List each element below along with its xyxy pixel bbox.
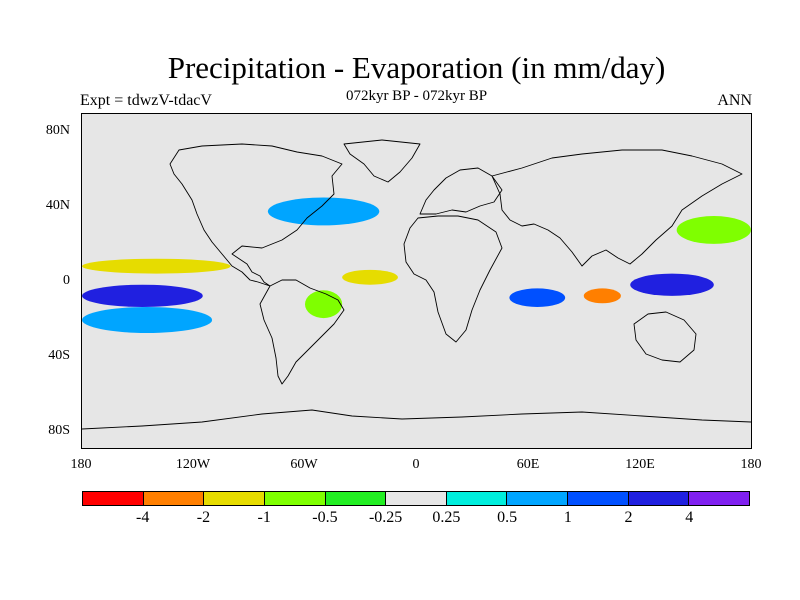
map-svg (82, 139, 751, 430)
lon-tick-60w: 60W (290, 457, 318, 472)
colorbar-label-9: 4 (685, 509, 694, 526)
colorbar-label-1: -2 (196, 509, 211, 526)
colorbar-segment-8 (568, 492, 629, 505)
lat-tick-80n: 80N (45, 123, 70, 138)
coastlines (82, 139, 751, 430)
colorbar-segment-2 (204, 492, 265, 505)
colorbar-label-7: 1 (563, 509, 572, 526)
australia-coast (633, 311, 697, 363)
equatorial-east-pacific-dry-band (82, 284, 203, 307)
colorbar-segment-4 (325, 492, 387, 505)
europe-coast (419, 167, 503, 215)
south-america-coast (259, 279, 345, 385)
north-atlantic-dry-band (267, 197, 380, 226)
east-indian-ocean-wet (583, 288, 621, 304)
colorbar-segment-0 (83, 492, 144, 505)
equatorial-pacific-wet-band (82, 258, 231, 274)
colorbar-label-3: -0.5 (312, 509, 338, 526)
lat-tick-40s: 40S (48, 348, 70, 363)
plot-title: Precipitation - Evaporation (in mm/day) (167, 50, 666, 85)
colorbar-label-6: 0.5 (497, 509, 518, 526)
asia-coast (491, 149, 743, 267)
colorbar-segment-9 (628, 492, 690, 505)
lon-tick-0: 0 (412, 457, 420, 472)
lat-tick-0: 0 (63, 273, 70, 288)
antarctica-coast (82, 409, 751, 430)
lon-tick-120e: 120E (625, 457, 655, 472)
maritime-continent-dry (630, 273, 714, 296)
lon-tick-180e: 180 (740, 457, 762, 472)
colorbar-segment-10 (689, 492, 750, 505)
colorbar-segment-3 (264, 492, 326, 505)
colorbar-label-8: 2 (624, 509, 633, 526)
colorbar-label-0: -4 (136, 509, 150, 526)
experiment-label: Expt = tdwzV-tdacV (80, 92, 212, 109)
colorbar-segment-6 (446, 492, 508, 505)
lat-tick-80s: 80S (48, 423, 70, 438)
north-america-coast (169, 143, 343, 287)
plot-subtitle: 072kyr BP - 072kyr BP (345, 88, 488, 104)
tropical-atlantic-wet-band (342, 269, 398, 285)
colorbar-label-4: -0.25 (368, 509, 403, 526)
colorbar-segment-5 (386, 492, 447, 505)
season-label: ANN (717, 92, 752, 109)
north-pacific-wet-band (676, 216, 751, 244)
greenland-coast (343, 139, 421, 183)
lon-tick-120w: 120W (175, 457, 211, 472)
lon-tick-180w: 180 (70, 457, 92, 472)
colorbar-label-2: -1 (257, 509, 271, 526)
colorbar (82, 491, 750, 506)
field-layer (82, 197, 751, 333)
colorbar-segment-7 (507, 492, 569, 505)
colorbar-label-5: 0.25 (432, 509, 461, 526)
colorbar-segment-1 (143, 492, 205, 505)
map-panel (81, 113, 752, 449)
lon-tick-60e: 60E (516, 457, 540, 472)
south-pacific-dry-band (82, 306, 213, 333)
lat-tick-40n: 40N (45, 198, 70, 213)
indian-ocean-dry-band (509, 288, 566, 307)
africa-coast (403, 215, 503, 343)
south-america-wet (305, 290, 343, 319)
